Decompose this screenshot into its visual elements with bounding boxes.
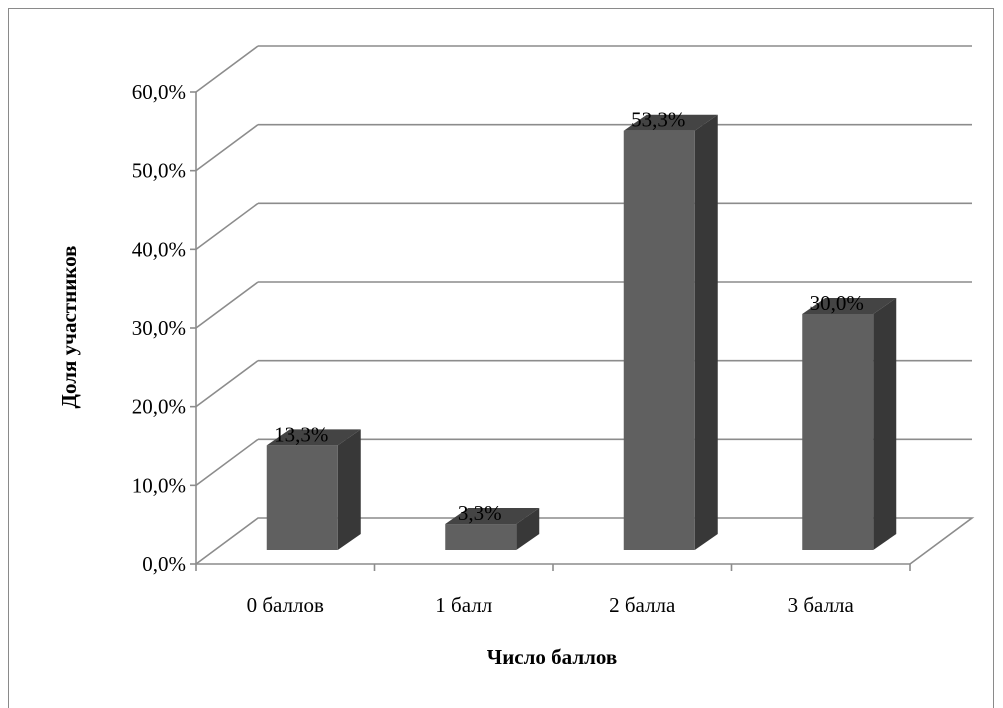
bar xyxy=(623,114,718,550)
bar-front xyxy=(445,524,517,550)
y-tick-label: 50,0% xyxy=(132,159,186,183)
gridline-diagonal xyxy=(195,360,259,408)
axes xyxy=(190,91,911,571)
x-tick-label: 0 баллов xyxy=(247,593,324,617)
bar-front xyxy=(266,445,338,550)
data-label: 13,3% xyxy=(274,422,328,446)
bar-side xyxy=(873,298,897,550)
x-tick-labels: 0 баллов 1 балл 2 балла 3 балла xyxy=(247,593,855,617)
bar xyxy=(266,429,361,550)
bar-front xyxy=(802,314,874,550)
data-labels: 13,3% 3,3% 53,3% 30,0% xyxy=(274,108,864,525)
bar-side xyxy=(694,114,718,550)
gridline-diagonal xyxy=(195,124,259,172)
x-axis-title: Число баллов xyxy=(487,645,617,669)
gridline-diagonal xyxy=(195,281,259,329)
data-label: 53,3% xyxy=(631,108,685,132)
y-tick-label: 40,0% xyxy=(132,237,186,261)
bar-top xyxy=(623,114,718,131)
bar-top xyxy=(266,429,361,446)
bar-top xyxy=(802,298,897,314)
x-tick-label: 2 балла xyxy=(609,593,676,617)
gridlines xyxy=(195,45,972,486)
bar-front xyxy=(623,130,695,550)
bar-side xyxy=(516,508,540,550)
gridline-diagonal xyxy=(195,438,259,486)
chart-frame xyxy=(8,8,994,708)
y-tick-labels: 0,0% 10,0% 20,0% 30,0% 40,0% 50,0% 60,0% xyxy=(132,80,186,576)
y-tick-label: 20,0% xyxy=(132,395,186,419)
bar-side xyxy=(337,429,361,550)
bar xyxy=(802,298,897,550)
data-label: 30,0% xyxy=(810,291,864,315)
data-label: 3,3% xyxy=(458,501,502,525)
y-tick-label: 30,0% xyxy=(132,316,186,340)
y-tick-label: 60,0% xyxy=(132,80,186,104)
floor-outline xyxy=(195,517,975,565)
y-tick-label: 0,0% xyxy=(142,552,186,576)
chart-floor xyxy=(195,517,975,565)
y-tick-label: 10,0% xyxy=(132,473,186,497)
x-tick-label: 1 балл xyxy=(435,593,492,617)
bars xyxy=(266,114,897,550)
gridline-diagonal xyxy=(195,45,259,93)
bar-top xyxy=(445,508,540,525)
bar xyxy=(445,508,540,550)
x-tick-label: 3 балла xyxy=(788,593,855,617)
gridline-diagonal xyxy=(195,202,259,250)
y-axis-title: Доля участников xyxy=(57,246,81,409)
